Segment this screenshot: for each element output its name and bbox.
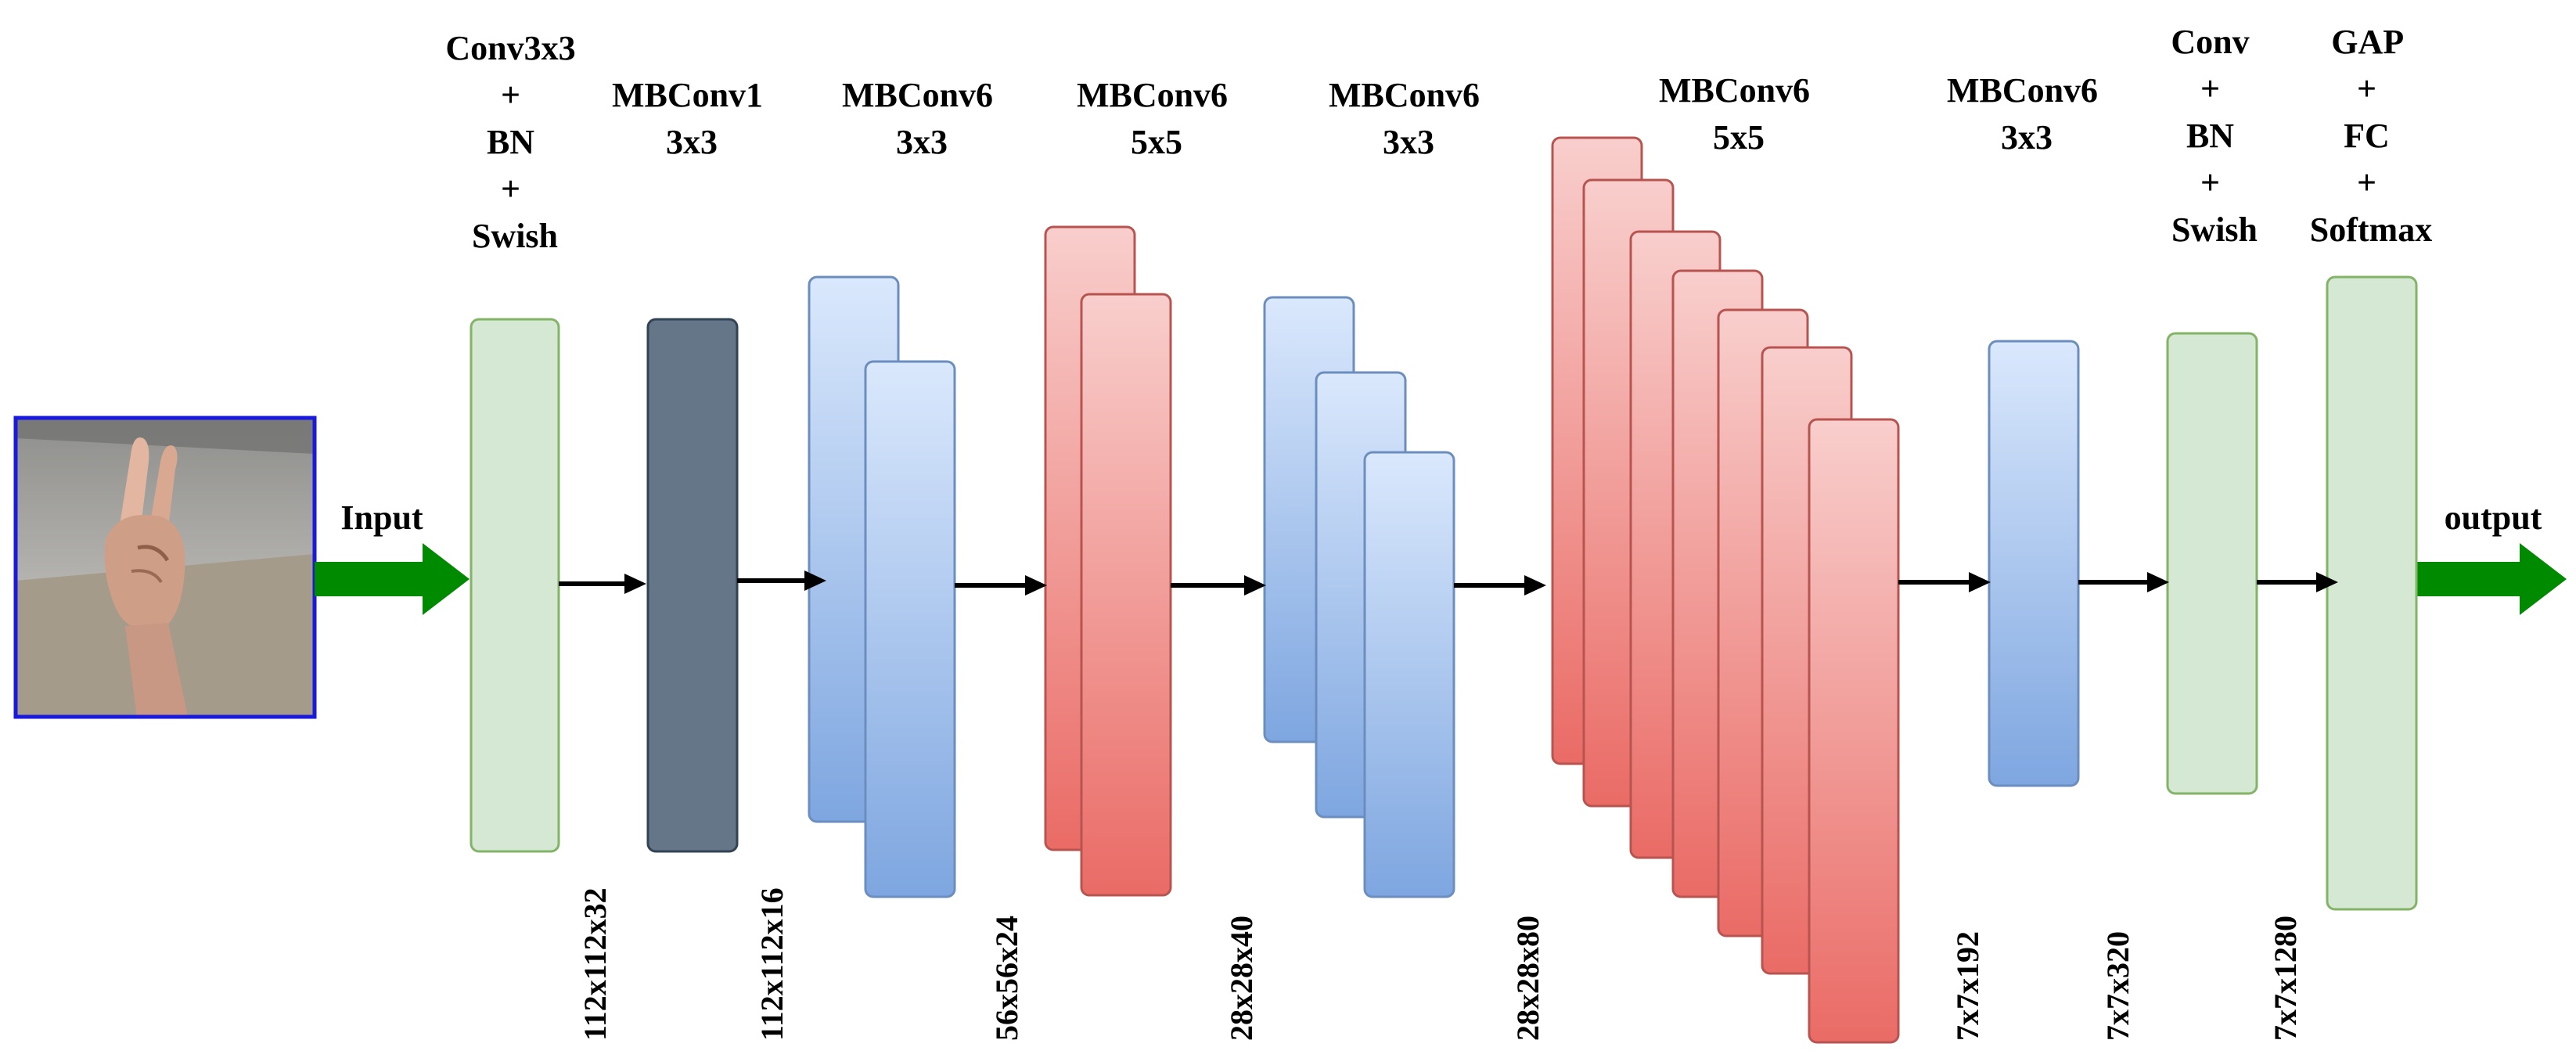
mbconv6-5x5-stage-3 bbox=[1044, 225, 1172, 897]
hand-peace-sign-icon bbox=[104, 437, 188, 717]
stage-title-mbconv6-3x3-b: MBConv6 3x3 bbox=[1329, 76, 1488, 161]
conv-head-block bbox=[2166, 332, 2258, 795]
arrow-icon bbox=[1171, 575, 1266, 596]
input-label: Input bbox=[340, 498, 423, 537]
arrow-icon bbox=[737, 570, 826, 591]
stage-title-mbconv6-3x3-a: MBConv6 3x3 bbox=[842, 76, 1002, 161]
conv3x3-stem-block bbox=[470, 318, 560, 853]
mbconv6-5x5-stage-5 bbox=[1551, 136, 1900, 1044]
dim-label: 7x7x192 bbox=[1950, 931, 1985, 1041]
stage-arrows bbox=[559, 570, 2338, 596]
mbconv6-3x3-stage-2 bbox=[808, 275, 956, 898]
arrow-icon bbox=[1898, 572, 1991, 592]
output-arrow-icon bbox=[2416, 543, 2567, 615]
stage-title-conv-head: Conv + BN + Swish bbox=[2171, 23, 2258, 249]
dim-label: 7x7x320 bbox=[2100, 931, 2135, 1041]
mbconv1-block bbox=[646, 318, 739, 853]
stage-title-mbconv1: MBConv1 3x3 bbox=[612, 76, 772, 161]
stage-title-mbconv6-3x3-c: MBConv6 3x3 bbox=[1947, 71, 2106, 157]
dim-label: 28x28x40 bbox=[1224, 916, 1259, 1041]
dim-label: 28x28x80 bbox=[1510, 916, 1545, 1041]
mbconv6-3x3-stage-4 bbox=[1263, 296, 1455, 898]
mbconv6-block-2 bbox=[1080, 293, 1172, 897]
output-label: output bbox=[2445, 498, 2542, 537]
gap-fc-softmax-block bbox=[2326, 275, 2418, 911]
input-hand-image bbox=[13, 416, 317, 719]
dimension-labels: 112x112x32 112x112x16 56x56x24 28x28x40 … bbox=[577, 887, 2303, 1041]
dim-label: 56x56x24 bbox=[989, 916, 1024, 1041]
dim-label: 112x112x32 bbox=[577, 887, 613, 1041]
stage-title-conv3x3: Conv3x3 + BN + Swish bbox=[445, 29, 584, 255]
stage-title-mbconv6-5x5-b: MBConv6 5x5 bbox=[1659, 71, 1819, 157]
dim-label: 7x7x1280 bbox=[2268, 916, 2303, 1041]
stage-title-mbconv6-5x5-a: MBConv6 5x5 bbox=[1077, 76, 1236, 161]
arrow-icon bbox=[2257, 572, 2338, 592]
arrow-icon bbox=[955, 575, 1047, 596]
arrow-icon bbox=[559, 574, 646, 594]
mbconv6-block-2 bbox=[864, 360, 956, 898]
stage-titles: Conv3x3 + BN + Swish MBConv1 3x3 MBConv6… bbox=[445, 23, 2432, 255]
arrow-icon bbox=[2078, 572, 2169, 592]
stage-title-gap-fc-softmax: GAP + FC + Softmax bbox=[2310, 23, 2432, 249]
mbconv6-block-7 bbox=[1808, 418, 1900, 1044]
mbconv6-block-3 bbox=[1363, 451, 1455, 898]
mbconv6-3x3-stage-6-block bbox=[1988, 340, 2080, 787]
arrow-icon bbox=[1454, 575, 1546, 596]
input-arrow-icon bbox=[315, 543, 470, 615]
dim-label: 112x112x16 bbox=[754, 887, 790, 1041]
